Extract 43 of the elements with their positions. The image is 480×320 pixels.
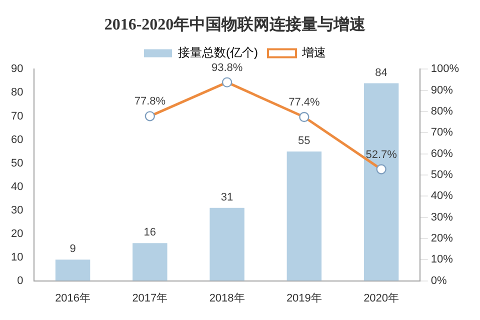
data-label: 16 bbox=[144, 226, 156, 239]
x-tick-label: 2018年 bbox=[209, 292, 245, 304]
y2-tick-label: 30% bbox=[430, 211, 454, 224]
legend-label: 增速 bbox=[300, 46, 326, 60]
data-label: 55 bbox=[298, 135, 310, 148]
y2-tick-label: 20% bbox=[430, 232, 454, 245]
y-tick-label: 0 bbox=[17, 274, 24, 287]
data-label: 77.4% bbox=[288, 96, 320, 109]
data-label: 9 bbox=[70, 243, 76, 256]
data-label: 84 bbox=[375, 66, 388, 79]
x-tick-label: 2019年 bbox=[286, 292, 322, 304]
y-tick-label: 90 bbox=[10, 63, 24, 76]
y2-tick-label: 70% bbox=[430, 126, 454, 139]
y-tick-label: 40 bbox=[10, 180, 24, 193]
bar bbox=[55, 260, 90, 281]
data-label: 31 bbox=[220, 191, 234, 204]
y-tick-label: 60 bbox=[10, 134, 24, 146]
bar bbox=[286, 151, 322, 281]
x-tick-label: 2020年 bbox=[364, 292, 400, 304]
x-tick-label: 2016年 bbox=[55, 292, 91, 304]
y2-tick-label: 40% bbox=[430, 190, 454, 202]
data-label: 93.8% bbox=[211, 62, 243, 74]
y2-tick-label: 0% bbox=[430, 274, 447, 287]
y-tick-label: 20 bbox=[10, 228, 24, 240]
y-tick-label: 80 bbox=[10, 86, 24, 99]
y-tick-label: 30 bbox=[10, 204, 24, 216]
y-tick-label: 10 bbox=[10, 251, 24, 264]
y2-tick-label: 100% bbox=[430, 63, 460, 76]
y2-tick-label: 80% bbox=[430, 106, 454, 118]
y2-tick-label: 90% bbox=[430, 84, 454, 96]
data-label: 52.7% bbox=[366, 148, 398, 161]
chart-title: 2016-2020年中国物联网连接量与增速 bbox=[104, 16, 367, 34]
y-tick-label: 70 bbox=[10, 110, 24, 122]
y2-tick-label: 50% bbox=[430, 169, 454, 182]
y2-tick-label: 10% bbox=[430, 254, 454, 266]
data-label: 77.8% bbox=[134, 96, 166, 108]
bar bbox=[210, 208, 244, 281]
y2-tick-label: 60% bbox=[430, 148, 454, 160]
legend-label: 接量总数(亿个) bbox=[178, 46, 258, 60]
bar bbox=[132, 243, 168, 281]
x-tick-label: 2017年 bbox=[132, 292, 168, 304]
y-tick-label: 50 bbox=[10, 157, 24, 170]
bar bbox=[364, 83, 399, 281]
